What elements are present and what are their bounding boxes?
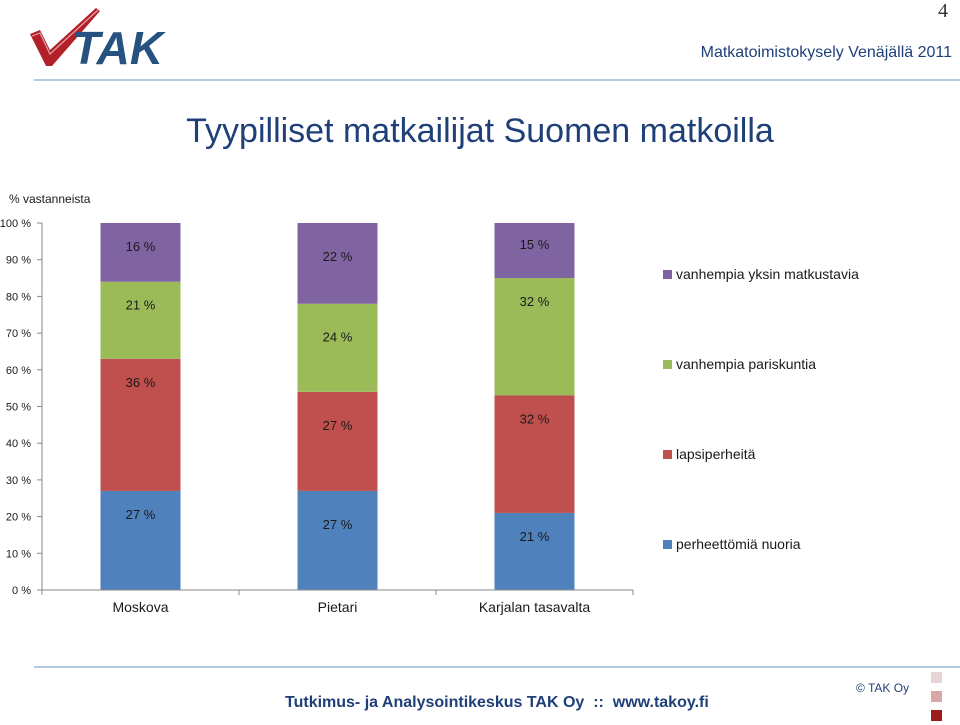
logo-checkmark-icon [30, 8, 100, 66]
y-tick-label: 30 % [6, 475, 31, 487]
y-tick-label: 80 % [6, 291, 31, 303]
data-label: 27 % [126, 507, 156, 522]
stacked-bar-chart: % vastanneista 0 % 10 % 20 % 30 % 40 % 50 % 60… [0, 192, 859, 615]
y-tick-label: 70 % [6, 328, 31, 340]
page-number: 4 [938, 0, 948, 22]
header-divider [34, 79, 960, 81]
y-tick-label: 20 % [6, 512, 31, 524]
y-tick-label: 100 % [0, 218, 31, 230]
logo-text: TAK [72, 22, 166, 72]
bar-segment [494, 278, 575, 396]
decorative-square [931, 691, 942, 702]
decorative-square [931, 672, 942, 683]
legend-swatch [663, 270, 672, 279]
data-label: 27 % [323, 517, 353, 532]
y-tick-label: 10 % [6, 548, 31, 560]
bar-segment [100, 358, 181, 491]
bar-segment [297, 223, 378, 304]
x-category-label: Karjalan tasavalta [479, 599, 591, 615]
y-tick-label: 90 % [6, 255, 31, 267]
header-title: Matkatoimistokysely Venäjällä 2011 [700, 44, 952, 61]
data-label: 21 % [126, 298, 156, 313]
data-label: 15 % [520, 237, 550, 252]
data-label: 21 % [520, 529, 550, 544]
copyright: © TAK Oy [856, 681, 910, 695]
unit-label: % vastanneista [9, 192, 91, 206]
legend-swatch [663, 450, 672, 459]
x-axis: Moskova Pietari Karjalan tasavalta [41, 589, 634, 615]
bar-segment [494, 395, 575, 513]
footer-text: Tutkimus- ja Analysointikeskus TAK Oy ::… [285, 694, 709, 711]
data-label: 22 % [323, 249, 353, 264]
decorative-square [931, 710, 942, 721]
bar-segment [100, 281, 181, 359]
bar-segment [100, 223, 181, 282]
tak-logo: TAK [30, 8, 166, 72]
data-label: 16 % [126, 239, 156, 254]
legend-swatch [663, 540, 672, 549]
y-tick-label: 60 % [6, 365, 31, 377]
data-label: 32 % [520, 411, 550, 426]
x-category-label: Pietari [318, 599, 358, 615]
legend-label: vanhempia yksin matkustavia [676, 266, 859, 282]
y-axis: 0 % 10 % 20 % 30 % 40 % 50 % 60 % 70 % 80 % 90 % 1… [0, 218, 43, 597]
bar-segment [297, 303, 378, 392]
bars: 27 % 36 % 21 % 16 % 27 % 27 % 24 % 22 % 21 % 32 %… [100, 223, 575, 590]
legend-label: perheettömiä nuoria [676, 536, 801, 552]
bar-segment [297, 490, 378, 590]
y-tick-label: 50 % [6, 402, 31, 414]
data-label: 32 % [520, 294, 550, 309]
footer-divider [34, 666, 960, 668]
y-tick-label: 40 % [6, 438, 31, 450]
data-label: 24 % [323, 330, 353, 345]
bar-segment [297, 391, 378, 491]
data-label: 27 % [323, 418, 353, 433]
legend-label: vanhempia pariskuntia [676, 356, 816, 372]
bar-segment [100, 490, 181, 590]
legend: vanhempia yksin matkustavia vanhempia par… [663, 266, 859, 552]
y-tick-label: 0 % [12, 585, 31, 597]
legend-label: lapsiperheitä [676, 446, 756, 462]
slide-title: Tyypilliset matkailijat Suomen matkoilla [186, 112, 774, 150]
legend-swatch [663, 360, 672, 369]
bar-segment [494, 512, 575, 590]
x-category-label: Moskova [112, 599, 168, 615]
data-label: 36 % [126, 375, 156, 390]
bar-segment [494, 223, 575, 279]
